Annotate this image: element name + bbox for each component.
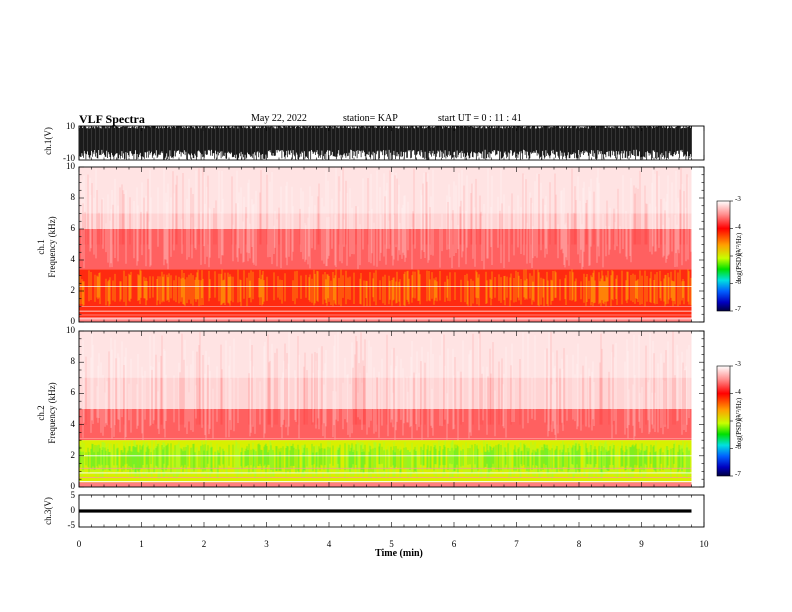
ch3-ytick-label: 0 <box>70 505 76 515</box>
time-tick-label: 10 <box>699 539 709 549</box>
ch2-spectrogram-plot <box>78 331 692 487</box>
freq-tick-label: 0 <box>70 316 76 326</box>
ch3-ytick-label: -5 <box>67 520 76 530</box>
time-tick-label: 2 <box>201 539 207 549</box>
freq-tick-label: 6 <box>70 223 76 233</box>
colorbar-tick-label: -6 <box>735 442 741 451</box>
band-streaks <box>79 269 692 307</box>
freq-tick-label: 0 <box>70 481 76 491</box>
x-axis-label: Time (min) <box>375 548 423 559</box>
time-tick-label: 1 <box>139 539 144 549</box>
low-band <box>79 317 692 322</box>
colorbar-tick-label: -5 <box>735 250 741 258</box>
colorbar-tick-label: -7 <box>735 470 741 478</box>
colorbar-tick-label: -7 <box>735 305 741 313</box>
time-tick-label: 6 <box>451 539 457 549</box>
freq-tick-label: 2 <box>70 449 76 460</box>
weak-band <box>79 331 692 409</box>
ch1-colorbar-scale <box>716 200 731 312</box>
ch1-spectrogram-plot <box>79 167 692 322</box>
colorbar-tick-label: -3 <box>735 195 741 203</box>
freq-tick-label: 6 <box>70 387 76 398</box>
colorbar-tick-label: -4 <box>735 387 741 396</box>
colorbar-tick-label: -4 <box>735 222 741 231</box>
ch3-waveform-ylabel: ch.3(V) <box>43 497 53 525</box>
time-tick-label: 0 <box>76 539 82 549</box>
time-tick-label: 4 <box>326 539 332 549</box>
ch2-colorbar-scale <box>716 365 731 477</box>
ch3-waveform-plot <box>79 509 692 513</box>
time-tick-label: 3 <box>264 539 269 549</box>
station-label: station= KAP <box>343 113 398 124</box>
start-time-label: start UT = 0 : 11 : 41 <box>438 113 522 124</box>
time-tick-label: 7 <box>514 539 519 549</box>
freq-tick-label: 10 <box>66 325 75 335</box>
colorbar-tick-label: -3 <box>735 360 741 368</box>
ch2-spectrogram-ylabel: ch.2 Frequency (kHz) <box>36 358 58 468</box>
time-tick-label: 8 <box>576 539 582 549</box>
white-streaks <box>81 167 692 270</box>
colorbar-tick-label: -5 <box>735 415 741 423</box>
mid-band <box>79 409 692 441</box>
figure-title: VLF Spectra <box>79 112 145 126</box>
top-veil <box>79 167 692 214</box>
freq-tick-label: 2 <box>70 285 76 295</box>
axes-frames <box>78 125 733 528</box>
ch1-waveform-trace <box>79 126 692 160</box>
freq-tick-label: 8 <box>70 356 76 367</box>
low-band <box>79 482 692 487</box>
time-tick-label: 5 <box>389 539 394 549</box>
time-tick-label: 9 <box>639 539 644 549</box>
ch2-channel-label: ch.2 <box>36 405 46 421</box>
freq-tick-label: 4 <box>70 254 76 264</box>
ch1-colorbar <box>716 200 731 312</box>
red-streaks <box>85 331 686 425</box>
ch3-ytick-label: 5 <box>70 490 76 500</box>
freq-tick-label: 8 <box>70 192 76 202</box>
ch1-waveform-ylabel: ch.1(V) <box>43 127 53 155</box>
ch1-waveform-plot <box>79 126 692 160</box>
ch1-spectrogram-ylabel: ch.1 Frequency (kHz) <box>36 192 58 302</box>
ch2-colorbar <box>716 365 731 477</box>
white-streaks <box>80 331 690 441</box>
ch1-ytick-label: 10 <box>66 121 75 131</box>
freq-tick-label: 10 <box>66 161 75 171</box>
date-label: May 22, 2022 <box>251 113 307 124</box>
ch1-ytick-label: -10 <box>63 153 75 163</box>
ch1-frequency-label: Frequency (kHz) <box>47 216 57 278</box>
colorbar-tick-label: -6 <box>735 277 741 286</box>
red-streaks <box>82 167 688 245</box>
top-veil <box>79 331 692 378</box>
ch3-waveform-trace <box>79 509 692 513</box>
ch2-frequency-label: Frequency (kHz) <box>47 382 57 444</box>
freq-tick-label: 4 <box>70 418 76 429</box>
ch1-channel-label: ch.1 <box>36 239 46 255</box>
